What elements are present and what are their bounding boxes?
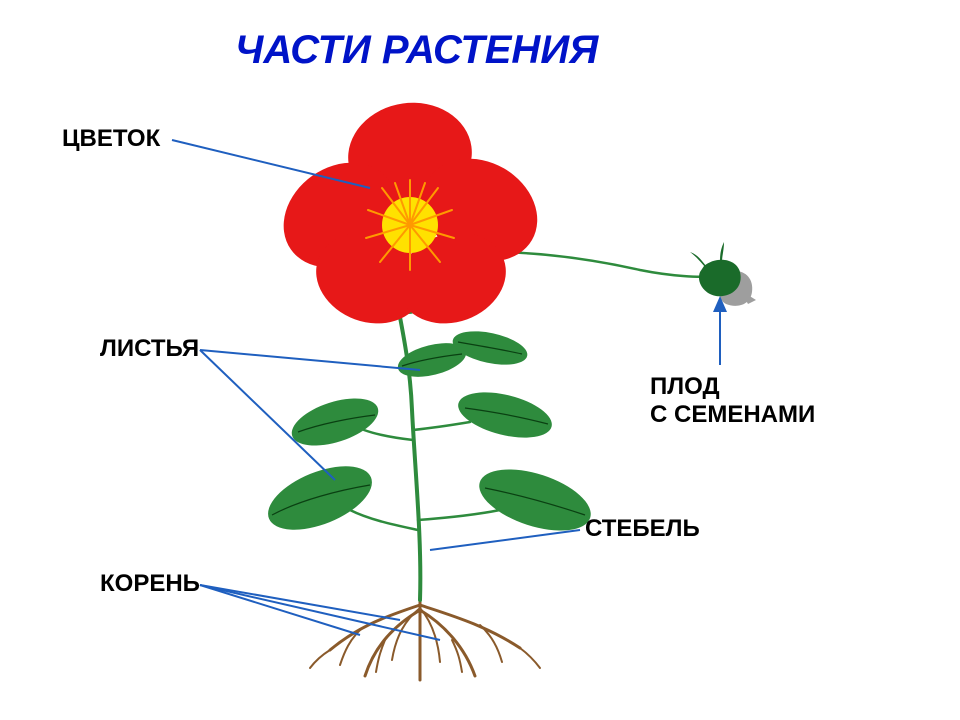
page-title: ЧАСТИ РАСТЕНИЯ [235, 28, 598, 73]
label-flower: ЦВЕТОК [62, 125, 160, 153]
leaves [259, 325, 598, 542]
label-leaves: ЛИСТЬЯ [100, 335, 199, 363]
label-root: КОРЕНЬ [100, 570, 200, 598]
label-fruit: ПЛОД С СЕМЕНАМИ [650, 373, 815, 428]
roots [310, 600, 540, 680]
fruit [690, 242, 756, 306]
flower [263, 95, 556, 338]
label-stem: СТЕБЕЛЬ [585, 515, 700, 543]
